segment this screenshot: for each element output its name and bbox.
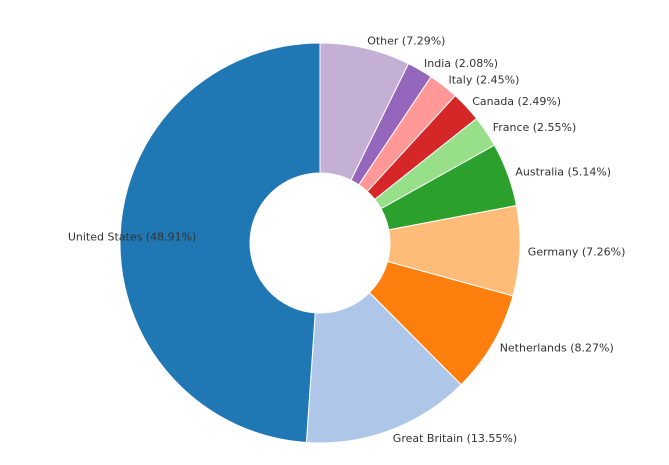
label-germany: Germany (7.26%)	[528, 245, 626, 258]
label-france: France (2.55%)	[493, 121, 577, 134]
label-great-britain: Great Britain (13.55%)	[393, 432, 517, 445]
slice-great-britain[interactable]	[305, 291, 462, 444]
label-other: Other (7.29%)	[367, 34, 445, 47]
label-canada: Canada (2.49%)	[472, 95, 561, 108]
label-india: India (2.08%)	[424, 57, 498, 70]
label-netherlands: Netherlands (8.27%)	[500, 342, 614, 355]
labels-group: Other (7.29%) India (2.08%) Italy (2.45%) C…	[68, 34, 626, 444]
label-italy: Italy (2.45%)	[449, 73, 520, 86]
label-united-states: United States (48.91%)	[68, 231, 197, 244]
slice-united-states[interactable]	[119, 42, 321, 444]
slices-group	[119, 42, 521, 444]
label-australia: Australia (5.14%)	[515, 166, 611, 179]
